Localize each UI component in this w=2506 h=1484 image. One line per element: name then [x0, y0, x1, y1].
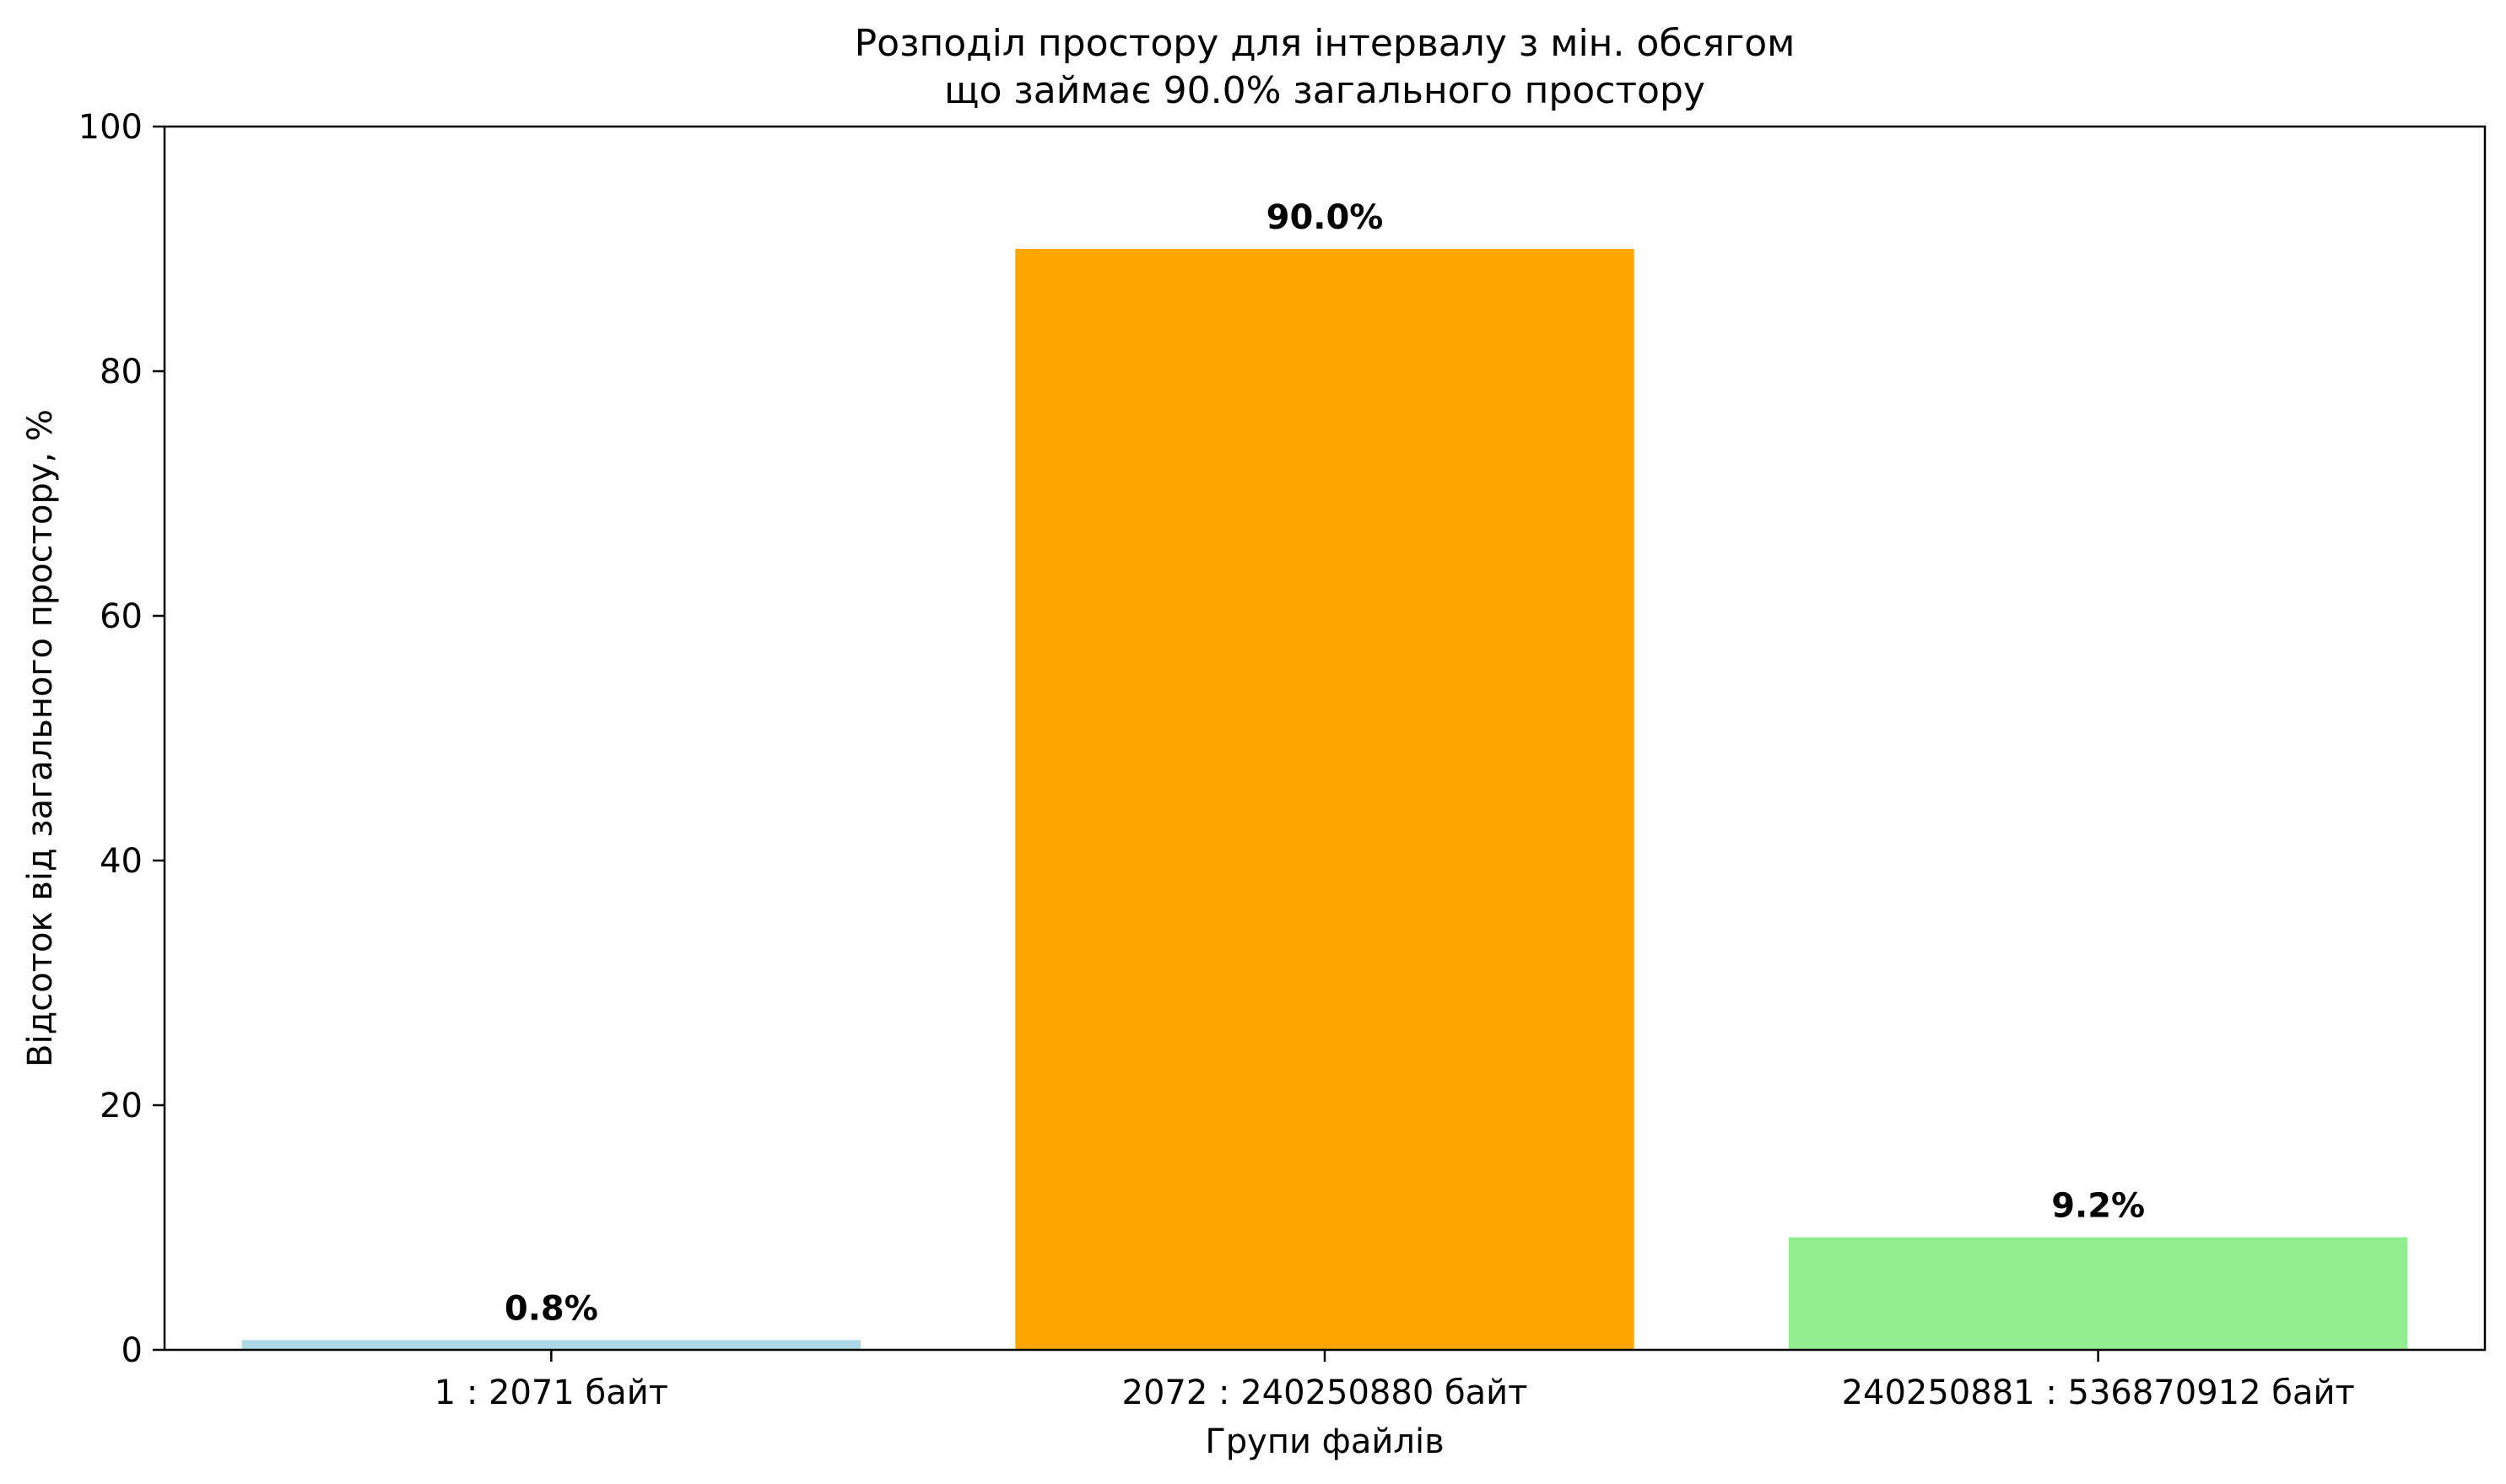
data-label-3: 9.2%: [2051, 1187, 2145, 1226]
y-tick-label-3: 40: [100, 842, 143, 881]
bar-3: [1789, 1237, 2408, 1350]
y-axis-label: Відсоток від загального простору, %: [21, 409, 60, 1067]
data-label-2: 90.0%: [1267, 198, 1384, 237]
x-axis: 1 : 2071 байт 2072 : 240250880 байт 240250…: [435, 1350, 2355, 1412]
data-label-1: 0.8%: [505, 1289, 598, 1328]
chart-title-line-2: що займає 90.0% загального простору: [944, 69, 1705, 112]
y-tick-label-1: 0: [122, 1331, 143, 1370]
y-tick-label-5: 80: [100, 353, 143, 391]
chart-title: Розподіл простору для інтервалу з мін. о…: [855, 22, 1796, 112]
y-tick-label-6: 100: [78, 108, 143, 147]
bars: [241, 249, 2408, 1350]
y-tick-label-2: 20: [100, 1087, 143, 1125]
x-tick-label-2: 2072 : 240250880 байт: [1122, 1373, 1528, 1412]
x-tick-label-3: 240250881 : 536870912 байт: [1842, 1373, 2355, 1412]
chart-title-line-1: Розподіл простору для інтервалу з мін. о…: [855, 22, 1796, 65]
x-tick-label-1: 1 : 2071 байт: [435, 1373, 668, 1412]
x-axis-label: Групи файлів: [1205, 1422, 1444, 1461]
y-axis: 0 20 40 60 80 100: [78, 108, 165, 1370]
y-tick-label-4: 60: [100, 597, 143, 636]
bar-2: [1015, 249, 1634, 1350]
bar-1: [241, 1340, 861, 1350]
data-labels: 0.8% 90.0% 9.2%: [505, 198, 2145, 1328]
